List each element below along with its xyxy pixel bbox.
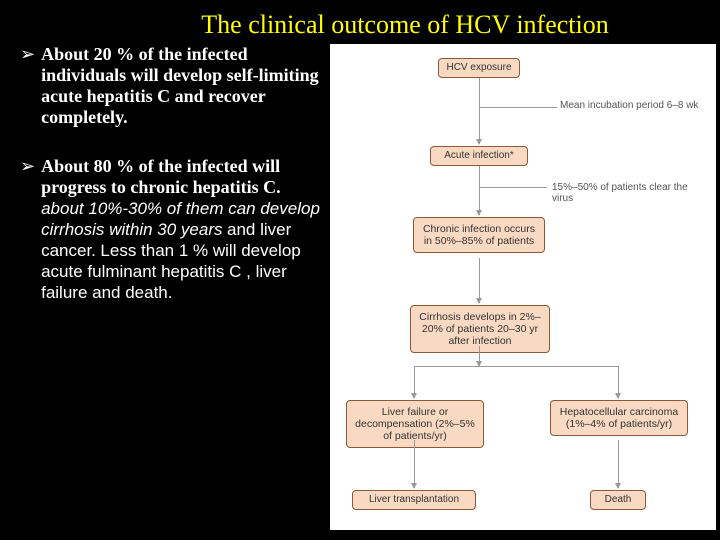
- bullet-list: ➢ About 20 % of the infected individuals…: [0, 44, 330, 534]
- arrow: [618, 366, 619, 398]
- bullet-text: About 80 % of the infected will progress…: [41, 156, 322, 303]
- node-chronic: Chronic infection occurs in 50%–85% of p…: [413, 217, 545, 253]
- node-transplant: Liver transplantation: [352, 490, 476, 510]
- bullet-text: About 20 % of the infected individuals w…: [41, 44, 322, 128]
- annotation-incubation: Mean incubation period 6–8 wk: [560, 100, 698, 111]
- node-cirrhosis: Cirrhosis develops in 2%–20% of patients…: [410, 305, 550, 353]
- arrow: [479, 258, 480, 303]
- arrow: [414, 440, 415, 488]
- flowchart: HCV exposure Mean incubation period 6–8 …: [338, 52, 708, 522]
- arrow: [618, 440, 619, 488]
- bullet-item: ➢ About 20 % of the infected individuals…: [20, 44, 322, 128]
- connector: [479, 107, 557, 108]
- node-acute: Acute infection*: [430, 146, 528, 166]
- bullet-marker-icon: ➢: [20, 44, 35, 128]
- bullet-item: ➢ About 80 % of the infected will progre…: [20, 156, 322, 303]
- content-area: ➢ About 20 % of the infected individuals…: [0, 44, 720, 534]
- arrow: [414, 366, 415, 398]
- node-death: Death: [590, 490, 646, 510]
- node-hcc: Hepatocellular carcinoma (1%–4% of patie…: [550, 400, 688, 436]
- node-exposure: HCV exposure: [438, 58, 520, 78]
- slide-title: The clinical outcome of HCV infection: [0, 0, 720, 44]
- flowchart-panel: HCV exposure Mean incubation period 6–8 …: [330, 44, 716, 530]
- bullet-marker-icon: ➢: [20, 156, 35, 303]
- annotation-clear: 15%–50% of patients clear the virus: [552, 182, 708, 204]
- arrow: [479, 78, 480, 144]
- connector: [414, 366, 618, 367]
- connector: [479, 187, 547, 188]
- node-liver-failure: Liver failure or decompensation (2%–5% o…: [346, 400, 484, 448]
- connector: [479, 346, 480, 366]
- arrow: [479, 166, 480, 215]
